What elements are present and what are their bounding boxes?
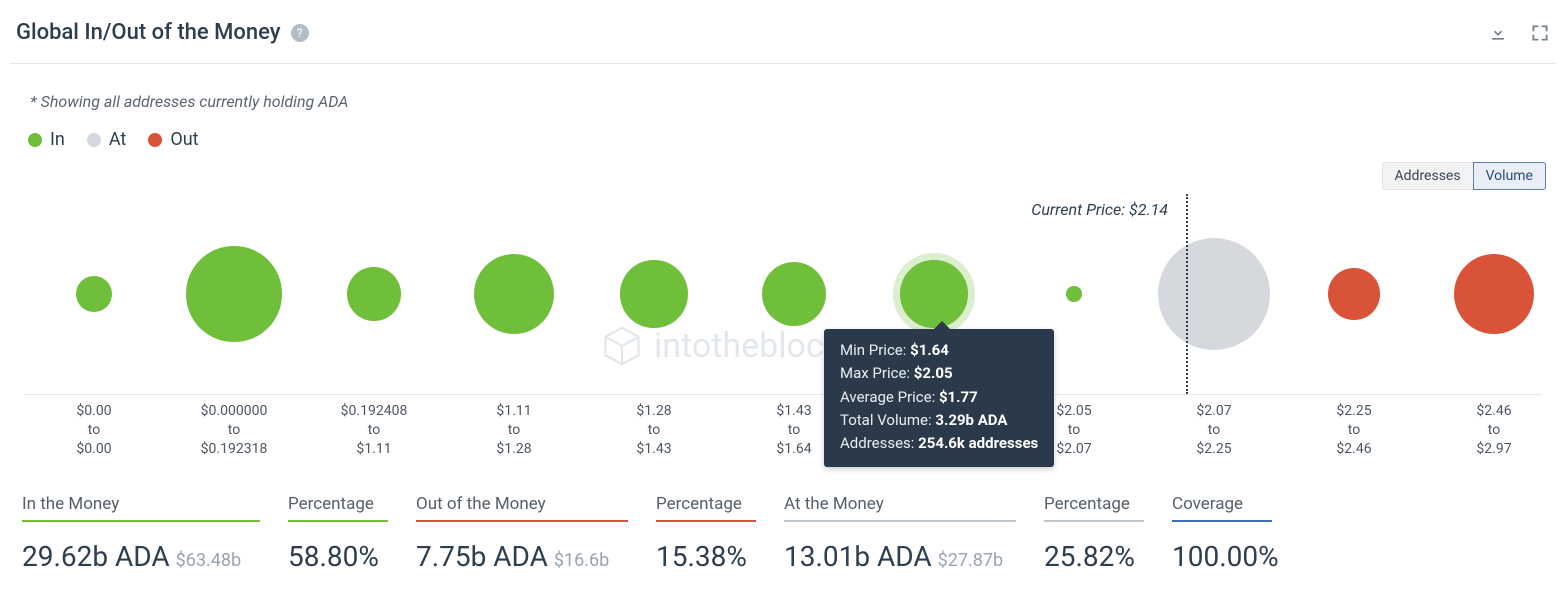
header: Global In/Out of the Money ? <box>10 0 1556 64</box>
bubble[interactable] <box>1144 194 1284 394</box>
expand-icon[interactable] <box>1530 23 1550 43</box>
bucket-label: $1.11to$1.28 <box>444 402 584 459</box>
bucket-label: $2.07to$2.25 <box>1144 402 1284 459</box>
metric-value: 15.38% <box>656 540 756 573</box>
legend-dot-out <box>148 133 162 147</box>
metric-value: 100.00% <box>1172 540 1279 573</box>
bucket-label: $1.28to$1.43 <box>584 402 724 459</box>
bucket-label: $0.000000to$0.192318 <box>164 402 304 459</box>
bubble-row <box>10 194 1556 394</box>
metric-at_pct: Percentage 25.82% <box>1044 494 1144 573</box>
tooltip-row: Max Price: $2.05 <box>840 362 1038 385</box>
bubble[interactable] <box>584 194 724 394</box>
metric-value: 13.01b ADA$27.87b <box>784 540 1016 573</box>
bucket-label: $2.25to$2.46 <box>1284 402 1424 459</box>
bucket-labels: $0.00to$0.00$0.000000to$0.192318$0.19240… <box>10 402 1556 464</box>
metric-value: 29.62b ADA$63.48b <box>22 540 260 573</box>
metric-at: At the Money 13.01b ADA$27.87b <box>784 494 1016 573</box>
legend-label-at: At <box>109 129 126 150</box>
bubble[interactable] <box>304 194 444 394</box>
bubble[interactable] <box>444 194 584 394</box>
bucket-label: $2.46to$2.97 <box>1424 402 1564 459</box>
legend-label-in: In <box>50 129 65 150</box>
metric-subvalue: $16.6b <box>554 550 609 571</box>
tooltip-row: Addresses: 254.6k addresses <box>840 432 1038 455</box>
subtitle: * Showing all addresses currently holdin… <box>10 64 1556 111</box>
metric-subvalue: $63.48b <box>176 550 241 571</box>
toggle-addresses[interactable]: Addresses <box>1382 162 1473 190</box>
chart-area: Current Price: $2.14 intotheblock $0.00t… <box>10 194 1556 464</box>
metric-out: Out of the Money 7.75b ADA$16.6b <box>416 494 628 573</box>
metric-subvalue: $27.87b <box>938 550 1003 571</box>
bubble[interactable] <box>24 194 164 394</box>
metric-label: Percentage <box>1044 494 1144 522</box>
tooltip-row: Total Volume: 3.29b ADA <box>840 409 1038 432</box>
metric-in: In the Money 29.62b ADA$63.48b <box>22 494 260 573</box>
axis-line <box>24 394 1542 395</box>
tooltip-row: Average Price: $1.77 <box>840 386 1038 409</box>
metric-label: Percentage <box>656 494 756 522</box>
bubble[interactable] <box>1284 194 1424 394</box>
toggle-volume[interactable]: Volume <box>1473 162 1546 190</box>
download-icon[interactable] <box>1488 23 1508 43</box>
metric-label: Out of the Money <box>416 494 628 522</box>
metric-label: Percentage <box>288 494 388 522</box>
legend: In At Out <box>10 111 1556 150</box>
metric-in_pct: Percentage 58.80% <box>288 494 388 573</box>
metric-label: At the Money <box>784 494 1016 522</box>
legend-dot-at <box>87 133 101 147</box>
help-icon[interactable]: ? <box>291 24 309 42</box>
tooltip-row: Min Price: $1.64 <box>840 339 1038 362</box>
metric-label: In the Money <box>22 494 260 522</box>
metric-out_pct: Percentage 15.38% <box>656 494 756 573</box>
metric-value: 58.80% <box>288 540 388 573</box>
bucket-label: $0.192408to$1.11 <box>304 402 444 459</box>
legend-dot-in <box>28 133 42 147</box>
summary-row: In the Money 29.62b ADA$63.48b Percentage 5… <box>10 464 1556 573</box>
metric-label: Coverage <box>1172 494 1272 522</box>
legend-label-out: Out <box>170 129 198 150</box>
current-price-line <box>1186 194 1188 394</box>
view-toggle: Addresses Volume <box>1382 162 1546 190</box>
metric-value: 25.82% <box>1044 540 1144 573</box>
bubble[interactable] <box>1424 194 1564 394</box>
bubble[interactable] <box>164 194 304 394</box>
metric-value: 7.75b ADA$16.6b <box>416 540 628 573</box>
tooltip: Min Price: $1.64Max Price: $2.05Average … <box>824 329 1054 467</box>
bucket-label: $0.00to$0.00 <box>24 402 164 459</box>
page-title: Global In/Out of the Money <box>16 20 281 45</box>
metric-coverage: Coverage 100.00% <box>1172 494 1279 573</box>
